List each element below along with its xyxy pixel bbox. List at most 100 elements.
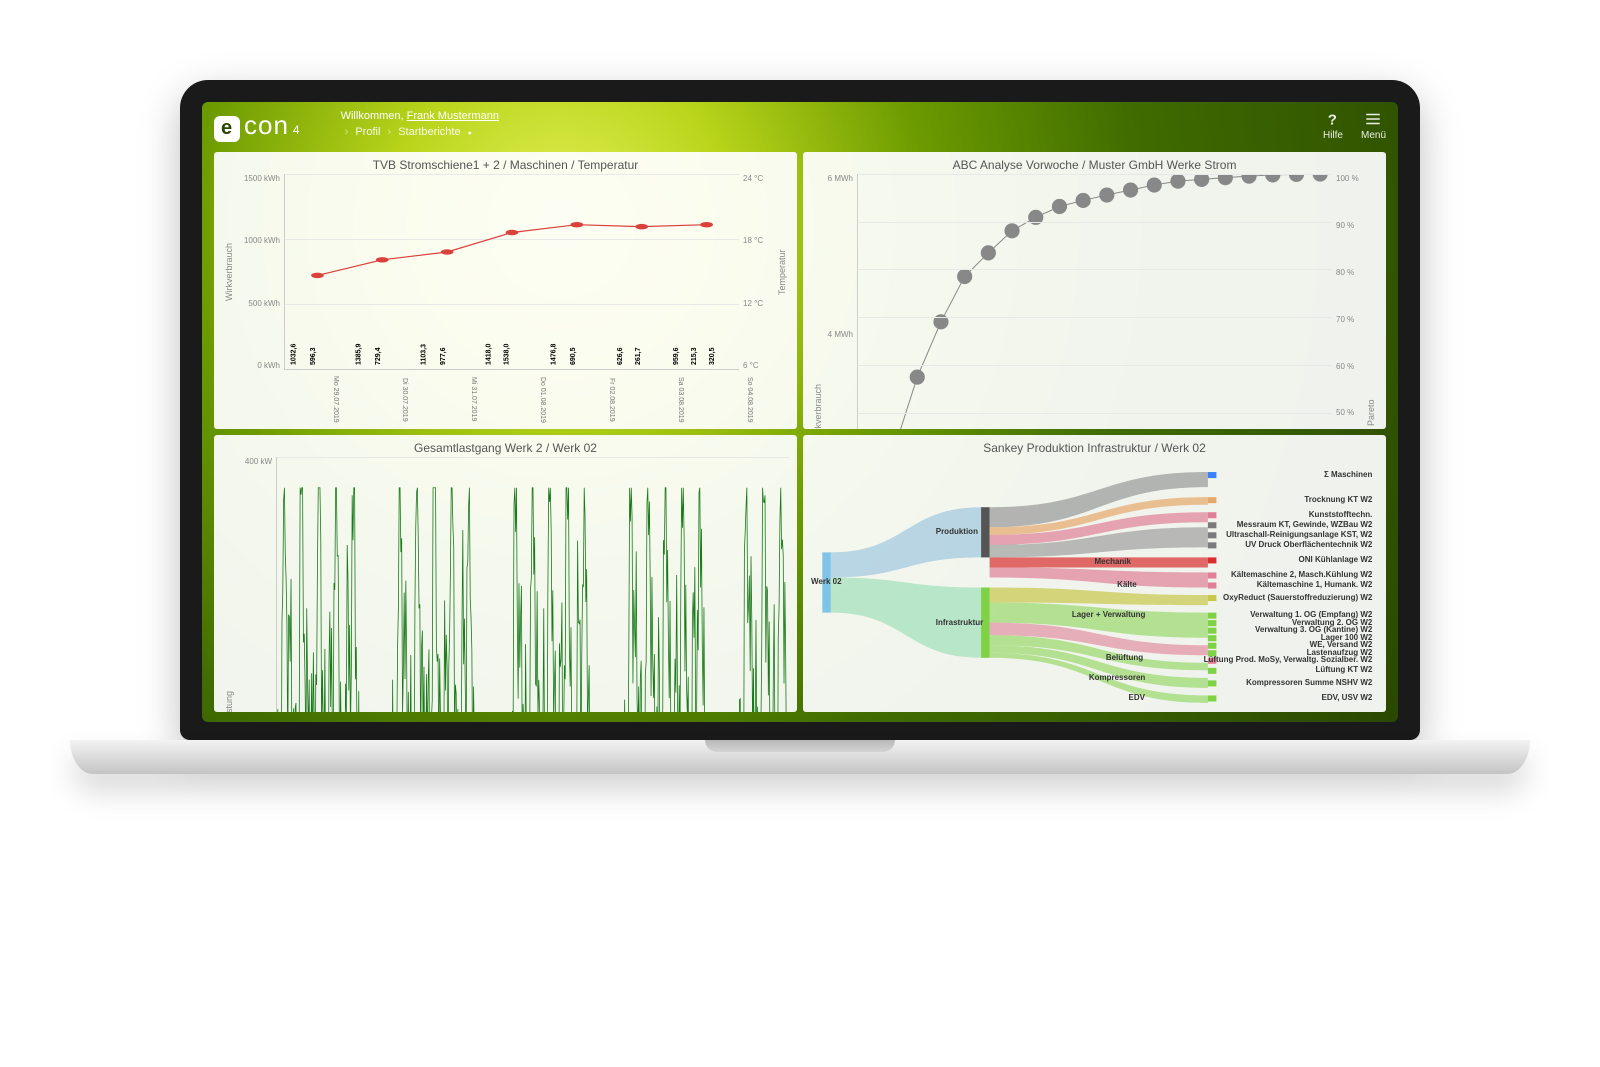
panel-tvb-plot: 1032,6596,31385,9729,41103,3977,61418,01… <box>284 174 739 370</box>
header-center: Willkommen, Frank Mustermann › Profil › … <box>301 110 1323 138</box>
panel-lastgang-yaxis: 400 kW200 kW0 kW <box>236 457 276 712</box>
crumb-profil[interactable]: Profil <box>355 126 380 138</box>
sankey-label: Lager + Verwaltung <box>1072 610 1146 619</box>
panel-abc-yaxis2: 100 %90 %80 %70 %60 %50 %40 %30 %20 %10 … <box>1332 174 1364 429</box>
sankey-label: Ultraschall-Reinigungsanlage KST, W2 <box>1226 530 1372 539</box>
panel-abc-ylabel2: Pareto <box>1364 174 1378 429</box>
tick-label: 200 kW <box>236 711 272 713</box>
x-tick-label: Di 30.07.2019 <box>339 370 408 425</box>
tick-label: 4 MWh <box>825 330 853 339</box>
sankey-label: Trocknung KT W2 <box>1304 495 1372 504</box>
panel-lastgang: Gesamtlastgang Werk 2 / Werk 02 Wirkleis… <box>214 435 797 712</box>
tick-label: 100 % <box>1336 174 1364 183</box>
x-tick-label: Do 01.08.2019 <box>477 370 546 425</box>
tick-label: 50 % <box>1336 408 1364 417</box>
sankey-label: Werk 02 <box>811 577 842 586</box>
panel-abc-yaxis: 6 MWh4 MWh2 MWh0 MWh <box>825 174 857 429</box>
x-tick-label: Mo 29.07.2019 <box>270 370 339 425</box>
panel-sankey-diagram: Werk 02 Produktion Mechanik Kälte Infrastruk… <box>811 457 1378 708</box>
dashboard-grid: TVB Stromschiene1 + 2 / Maschinen / Temp… <box>214 152 1386 712</box>
sankey-label: ONI Kühlanlage W2 <box>1299 555 1373 564</box>
menu-icon <box>1364 110 1382 128</box>
sankey-label: UV Druck Oberflächentechnik W2 <box>1245 540 1372 549</box>
panel-tvb-title: TVB Stromschiene1 + 2 / Maschinen / Temp… <box>222 158 789 172</box>
panel-lastgang-title: Gesamtlastgang Werk 2 / Werk 02 <box>222 441 789 455</box>
logo-superscript: 4 <box>293 123 301 137</box>
tick-label: 400 kW <box>236 457 272 466</box>
svg-text:?: ? <box>1328 111 1337 128</box>
logo-e-box: e <box>214 116 240 142</box>
panel-lastgang-chart: Wirkleistung 400 kW200 kW0 kW <box>222 457 789 712</box>
panel-tvb-yaxis: 1500 kWh 1000 kWh 500 kWh 0 kWh <box>236 174 284 370</box>
x-tick-label: Mi 31.07.2019 <box>408 370 477 425</box>
panel-abc-title: ABC Analyse Vorwoche / Muster GmbH Werke… <box>811 158 1378 172</box>
panel-tvb-ylabel2: Temperatur <box>775 174 789 370</box>
sankey-label: Kälte <box>1117 580 1137 589</box>
panel-tvb-xaxis: Mo 29.07.2019Di 30.07.2019Mi 31.07.2019D… <box>270 370 753 425</box>
panel-tvb-yaxis2: 24 °C 18 °C 12 °C 6 °C <box>739 174 775 370</box>
sankey-label: Kunststofftechn. <box>1309 510 1373 519</box>
sankey-label: Kompressoren <box>1089 673 1145 682</box>
sankey-label: Infrastruktur <box>936 618 984 627</box>
laptop-frame: e con 4 Willkommen, Frank Mustermann › P… <box>180 80 1420 774</box>
menu-label: Menü <box>1361 130 1386 141</box>
x-tick-label: Fr 02.08.2019 <box>546 370 615 425</box>
app-logo: e con 4 <box>214 110 301 142</box>
sankey-label: Lüftung Prod. MoSy, Verwaltg. Sozialber.… <box>1204 655 1373 664</box>
panel-tvb-ylabel: Wirkverbrauch <box>222 174 236 370</box>
laptop-base <box>70 740 1530 774</box>
tick-label: 18 °C <box>743 236 775 245</box>
sankey-label: EDV <box>1129 693 1145 702</box>
tick-label: 6 MWh <box>825 174 853 183</box>
tick-label: 80 % <box>1336 268 1364 277</box>
help-label: Hilfe <box>1323 130 1343 141</box>
menu-button[interactable]: Menü <box>1361 110 1386 141</box>
sankey-label: Belüftung <box>1106 653 1143 662</box>
help-button[interactable]: ? Hilfe <box>1323 110 1343 141</box>
app-header: e con 4 Willkommen, Frank Mustermann › P… <box>202 102 1398 144</box>
tick-label: 60 % <box>1336 362 1364 371</box>
tick-label: 1000 kWh <box>236 236 280 245</box>
crumb-sep: › <box>345 126 349 138</box>
app-screen: e con 4 Willkommen, Frank Mustermann › P… <box>202 102 1398 722</box>
tick-label: 1500 kWh <box>236 174 280 183</box>
panel-sankey: Sankey Produktion Infrastruktur / Werk 0… <box>803 435 1386 712</box>
crumb-start[interactable]: Startberichte <box>398 126 460 138</box>
breadcrumb: › Profil › Startberichte ● <box>341 126 1323 138</box>
logo-text: con <box>244 110 289 141</box>
welcome-text: Willkommen, Frank Mustermann <box>341 110 1323 122</box>
temperature-line <box>285 174 739 369</box>
panel-abc-ylabel: Wirkverbrauch <box>811 174 825 429</box>
tick-label: 500 kWh <box>236 299 280 308</box>
tick-label: 90 % <box>1336 221 1364 230</box>
x-tick-label: So 04.08.2019 <box>684 370 753 425</box>
header-right: ? Hilfe Menü <box>1323 110 1386 141</box>
sankey-label: Messraum KT, Gewinde, WZBau W2 <box>1237 520 1373 529</box>
crumb-dot: ● <box>468 130 472 137</box>
tick-label: 70 % <box>1336 315 1364 324</box>
panel-abc: ABC Analyse Vorwoche / Muster GmbH Werke… <box>803 152 1386 429</box>
panel-abc-plot: 4,574,513,422,552,091,091,020,620,500,28… <box>857 174 1332 429</box>
tick-label: 6 °C <box>743 361 775 370</box>
tick-label: 24 °C <box>743 174 775 183</box>
panel-tvb-chart: Wirkverbrauch 1500 kWh 1000 kWh 500 kWh 0 k… <box>222 174 789 370</box>
sankey-label: EDV, USV W2 <box>1322 693 1373 702</box>
tick-label: 0 kWh <box>236 361 280 370</box>
tick-label: 12 °C <box>743 299 775 308</box>
sankey-label: Produktion <box>936 527 978 536</box>
sankey-label: Σ Maschinen <box>1324 470 1372 479</box>
sankey-label: Kompressoren Summe NSHV W2 <box>1246 678 1372 687</box>
sankey-label: OxyReduct (Sauerstoffreduzierung) W2 <box>1223 593 1372 602</box>
crumb-sep: › <box>387 126 391 138</box>
panel-lastgang-ylabel: Wirkleistung <box>222 457 236 712</box>
user-link[interactable]: Frank Mustermann <box>407 110 499 122</box>
panel-tvb: TVB Stromschiene1 + 2 / Maschinen / Temp… <box>214 152 797 429</box>
panel-lastgang-plot <box>276 457 789 712</box>
load-curve <box>277 457 789 712</box>
help-icon: ? <box>1324 110 1342 128</box>
laptop-lid: e con 4 Willkommen, Frank Mustermann › P… <box>180 80 1420 740</box>
sankey-label: Mechanik <box>1095 557 1131 566</box>
panel-sankey-title: Sankey Produktion Infrastruktur / Werk 0… <box>811 441 1378 455</box>
sankey-label: Kältemaschine 2, Masch.Kühlung W2 <box>1231 570 1372 579</box>
sankey-label: Lüftung KT W2 <box>1315 665 1372 674</box>
